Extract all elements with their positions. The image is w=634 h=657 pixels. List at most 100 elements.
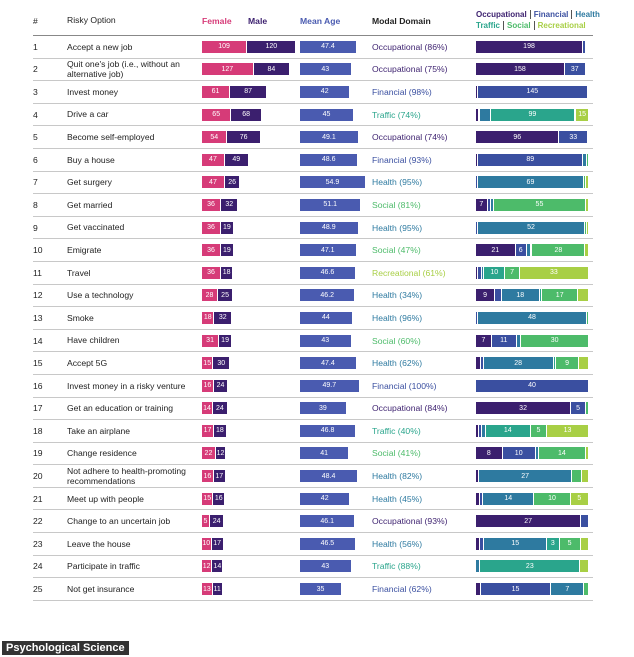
mean-age-bar: 43 (300, 63, 352, 76)
mean-age-bar: 47.4 (300, 357, 357, 370)
gender-bar: 16 17 (202, 470, 300, 483)
domain-segment: 10 (484, 266, 506, 279)
domain-segment: 13 (546, 424, 589, 437)
risky-option: Use a technology (67, 290, 134, 301)
risky-option: Participate in traffic (67, 561, 140, 572)
male-bar: 12 (215, 447, 227, 460)
male-bar: 19 (220, 244, 234, 257)
table-row: 17 Get an education or training 14 24 39 Occu… (33, 398, 593, 421)
domain-segment: 7 (505, 266, 520, 279)
modal-domain: Health (95%) (372, 177, 423, 188)
domain-segment: 198 (476, 40, 584, 53)
domain-segment (530, 244, 533, 257)
risky-option: Change to an uncertain job (67, 516, 171, 527)
row-number: 2 (33, 64, 38, 75)
domain-count-label: 5 (576, 404, 581, 412)
age-cell: 41 (300, 447, 372, 460)
header-modal-domain: Modal Domain (372, 15, 431, 26)
female-bar: 28 (202, 289, 219, 302)
mean-age-label: 42 (320, 495, 329, 503)
row-number: 5 (33, 132, 38, 143)
header-female: Female (202, 15, 232, 26)
male-label: 32 (218, 314, 227, 322)
female-bar: 13 (202, 583, 213, 596)
female-label: 36 (207, 246, 215, 254)
female-label: 31 (206, 337, 214, 345)
female-label: 15 (203, 495, 212, 503)
risky-option: Invest money (67, 86, 119, 97)
domain-bar: 69 (476, 176, 591, 189)
legend-entry: Social (503, 20, 534, 30)
male-label: 19 (222, 246, 231, 254)
domain-count-label: 14 (503, 427, 512, 435)
domain-count-label: 15 (511, 540, 520, 548)
domain-segment: 5 (530, 424, 547, 437)
domain-segment (580, 537, 589, 550)
female-label: 36 (207, 269, 215, 277)
header-gender: Female Male (202, 16, 300, 26)
age-cell: 42 (300, 492, 372, 505)
modal-domain: Occupational (74%) (372, 132, 448, 143)
risky-option: Not get insurance (67, 583, 135, 594)
male-bar: 18 (220, 266, 234, 279)
domain-bar: 14 5 13 (476, 424, 591, 437)
header-row: # Risky Option Female Male Mean Age Moda… (33, 6, 603, 36)
domain-bar: 27 (476, 470, 591, 483)
risky-option: Not adhere to health-promoting recommend… (67, 465, 186, 487)
female-bar: 18 (202, 311, 215, 324)
male-label: 24 (215, 404, 224, 412)
male-label: 24 (216, 382, 225, 390)
male-bar: 32 (214, 311, 232, 324)
female-label: 36 (207, 224, 215, 232)
gender-bar: 13 11 (202, 583, 300, 596)
domain-bar: 7 11 30 (476, 334, 591, 347)
row-number: 8 (33, 199, 38, 210)
female-bar: 65 (202, 108, 232, 121)
header-option: Risky Option (67, 15, 116, 26)
domain-segment (571, 470, 583, 483)
mean-age-label: 39 (319, 404, 327, 412)
age-cell: 43 (300, 560, 372, 573)
mean-age-label: 42 (320, 88, 329, 96)
domain-count-label: 198 (523, 43, 535, 51)
domain-segment (476, 311, 479, 324)
domain-count-label: 7 (510, 269, 515, 277)
male-bar: 25 (218, 289, 234, 302)
mean-age-label: 48.4 (321, 472, 336, 480)
female-label: 61 (211, 88, 220, 96)
mean-age-bar: 39 (300, 402, 347, 415)
domain-bar: 40 (476, 379, 591, 392)
gender-bar: 16 24 (202, 379, 300, 392)
mean-age-bar: 42 (300, 85, 351, 98)
legend-line: Occupational Financial Health (476, 9, 603, 21)
domain-count-label: 7 (479, 201, 484, 209)
row-number: 6 (33, 154, 38, 165)
table-row: 7 Get surgery 47 26 54.9 Health (95%) 69 (33, 172, 593, 195)
mean-age-bar: 43 (300, 560, 352, 573)
domain-segment: 96 (476, 131, 560, 144)
domain-bar: 10 7 33 (476, 266, 591, 279)
risky-option: Meet up with people (67, 493, 144, 504)
male-bar: 11 (212, 583, 223, 596)
mean-age-bar: 44 (300, 311, 353, 324)
domain-bar: 99 15 (476, 108, 591, 121)
table-row: 11 Travel 36 18 46.6 Recreational (61%) 10 7 33 (33, 262, 593, 285)
domain-segment (588, 131, 590, 144)
risky-option: Smoke (67, 312, 94, 323)
gender-bar: 47 26 (202, 176, 300, 189)
female-bar: 15 (202, 492, 214, 505)
gender-bar: 36 18 (202, 266, 300, 279)
table-row: 20 Not adhere to health-promoting recomme… (33, 465, 593, 488)
domain-segment: 14 (485, 424, 531, 437)
male-label: 120 (265, 43, 278, 51)
male-label: 30 (217, 359, 226, 367)
domain-count-label: 10 (514, 449, 523, 457)
row-number: 18 (33, 425, 43, 436)
female-label: 13 (202, 585, 211, 593)
male-bar: 120 (247, 40, 297, 53)
domain-segment (479, 424, 483, 437)
row-number: 21 (33, 493, 43, 504)
male-label: 49 (232, 156, 241, 164)
female-bar: 15 (202, 357, 214, 370)
domain-segment (587, 40, 589, 53)
